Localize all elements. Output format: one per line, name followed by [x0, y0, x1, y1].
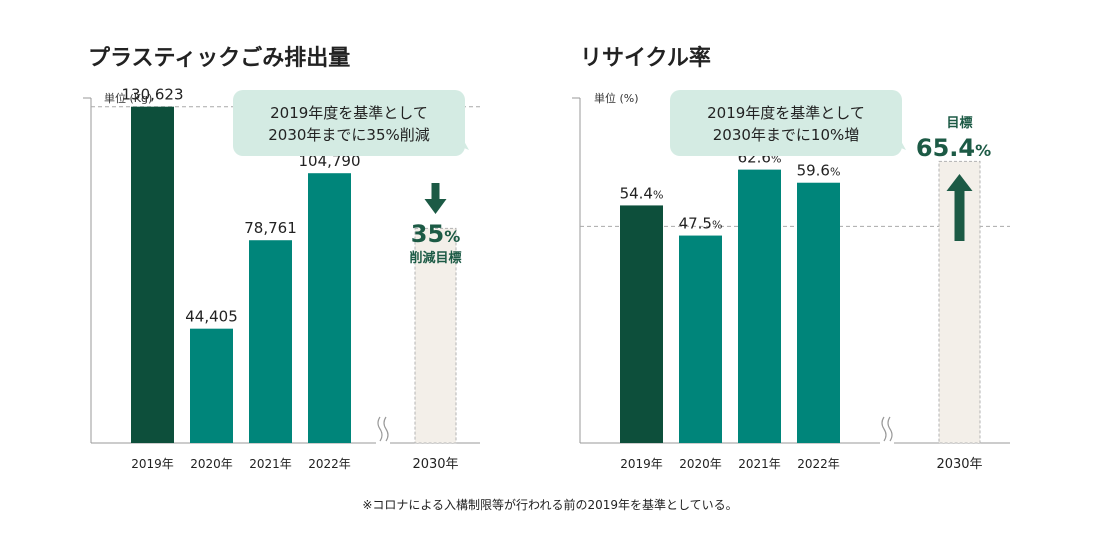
bar-2022年	[797, 182, 840, 444]
target-headline: 35%	[411, 220, 460, 248]
bar-2020年	[190, 328, 233, 443]
x-tick-label: 2021年	[738, 457, 781, 471]
axis-break-mark	[887, 416, 893, 442]
unit-label: 単位 (%)	[594, 91, 639, 105]
bar-value-label: 44,405	[185, 308, 238, 326]
callout-bubble	[233, 90, 465, 156]
target-bar-2030	[414, 227, 457, 444]
callout-line-2: 2030年までに35%削減	[268, 126, 430, 144]
bar-value-label: 54.4%	[620, 184, 664, 202]
target-headline: 65.4%	[916, 134, 991, 162]
callout-tail	[449, 114, 469, 150]
plastic-waste-title: プラスティックごみ排出量	[88, 46, 351, 71]
callout-line-2: 2030年までに10%増	[713, 126, 860, 144]
footnote: ※コロナによる入構制限等が行われる前の2019年を基準としている。	[362, 498, 738, 512]
bar-value-suffix: %	[712, 219, 722, 232]
axis-break-mark	[881, 416, 887, 442]
x-tick-label: 2020年	[190, 457, 233, 471]
x-tick-label: 2019年	[131, 457, 174, 471]
unit-label: 単位 (Kg)	[104, 91, 152, 105]
x-tick-label: 2022年	[797, 457, 840, 471]
target-subtitle: 削減目標	[409, 250, 461, 266]
bar-2021年	[738, 169, 781, 444]
x-tick-label-target: 2030年	[936, 457, 982, 472]
target-subtitle: 目標	[946, 115, 972, 131]
bar-value-suffix: %	[771, 153, 781, 166]
x-tick-label: 2022年	[308, 457, 351, 471]
bar-2019年	[620, 205, 663, 443]
callout-bubble	[670, 90, 902, 156]
recycling-rate-panel: リサイクル率 単位 (%) 54.4% 2019年 47.5% 2020年 62.6% 20…	[550, 0, 1100, 500]
callout-line-1: 2019年度を基準として	[270, 104, 428, 122]
target-headline-percent: %	[975, 141, 991, 160]
x-tick-label: 2020年	[679, 457, 722, 471]
bar-value-suffix: %	[653, 188, 663, 201]
bar-value-label: 59.6%	[797, 162, 841, 180]
axis-break-mark	[377, 416, 383, 442]
target-arrow-head	[424, 199, 447, 214]
bar-2020年	[679, 235, 722, 443]
bar-value-suffix: %	[830, 166, 840, 179]
x-tick-label: 2019年	[620, 457, 663, 471]
callout-tail	[886, 114, 906, 150]
x-tick-label-target: 2030年	[412, 457, 458, 472]
bar-value-label: 78,761	[244, 219, 297, 237]
bar-2021年	[249, 240, 292, 443]
target-headline-percent: %	[444, 227, 460, 246]
axis-break-mask	[376, 413, 390, 463]
bar-value-label: 47.5%	[679, 215, 723, 233]
target-arrow-shaft	[431, 183, 440, 199]
target-arrow-head	[946, 174, 973, 191]
recycling-rate-title: リサイクル率	[580, 46, 711, 71]
bar-value-label: 130,623	[121, 86, 183, 104]
axis-break-mask	[880, 413, 894, 463]
bar-value-label: 104,790	[298, 152, 360, 170]
plastic-waste-panel: プラスティックごみ排出量 単位 (Kg) 130,623 2019年 44,405 20…	[0, 0, 550, 500]
bar-2022年	[308, 173, 351, 444]
bar-2019年	[131, 106, 174, 443]
recycling-rate-chart: 単位 (%)54.4%2019年47.5%2020年62.6%2021年59.6…	[572, 90, 1010, 472]
x-tick-label: 2021年	[249, 457, 292, 471]
callout-line-1: 2019年度を基準として	[707, 104, 865, 122]
target-arrow-shaft	[954, 190, 965, 241]
axis-break-mark	[383, 416, 389, 442]
plastic-waste-chart: 単位 (Kg)130,623 2019年 44,405 2020年 78,761 2021…	[83, 86, 480, 472]
